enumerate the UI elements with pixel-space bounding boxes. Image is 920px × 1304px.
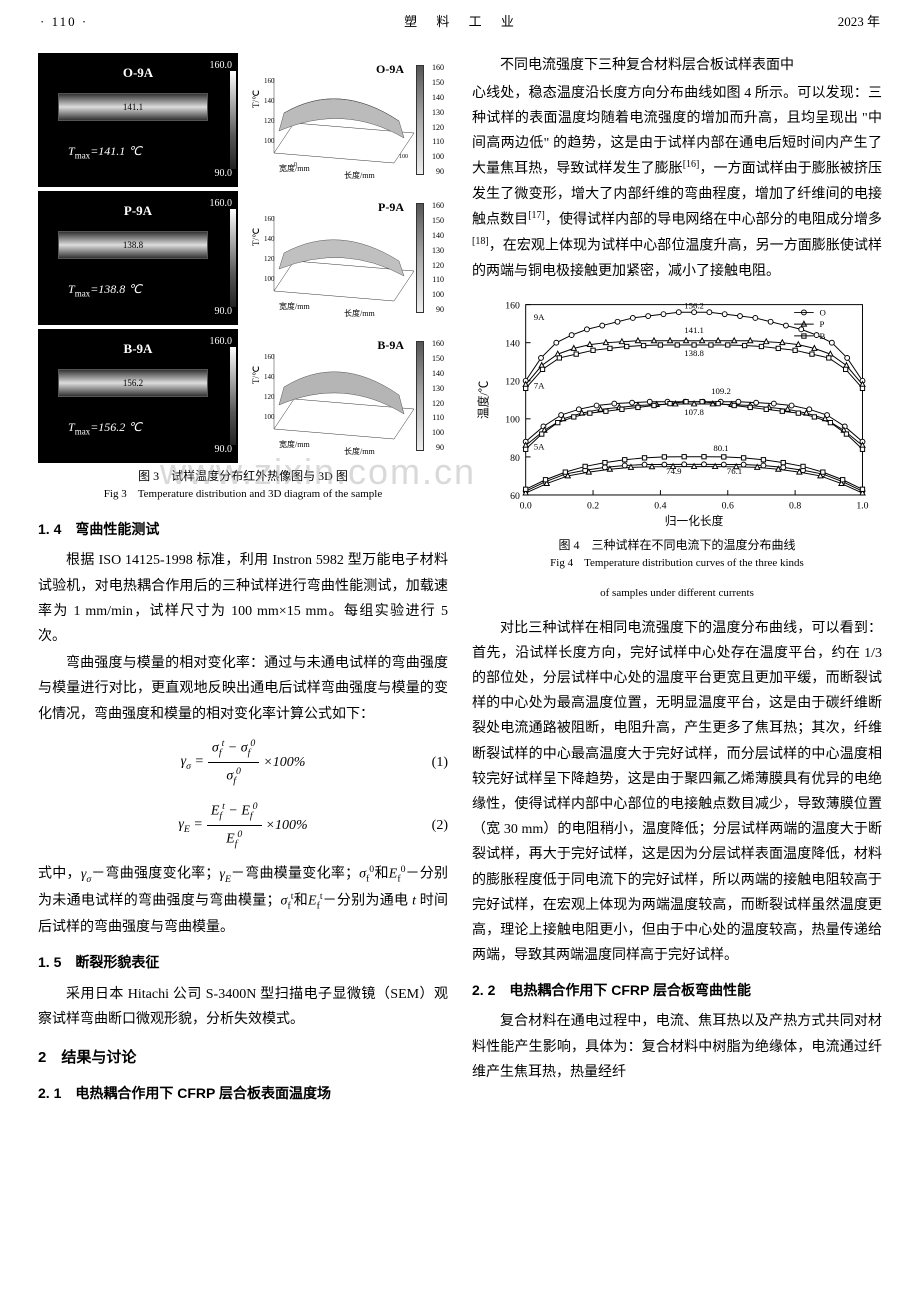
panel-label: O-9A [123, 61, 153, 84]
thermal-b9a: B-9A 160.0 156.2 Tmax=156.2 ℃ 90.0 [38, 329, 238, 463]
svg-text:100: 100 [264, 275, 275, 283]
tmax-label: Tmax=141.1 ℃ [68, 141, 142, 164]
svg-text:100: 100 [399, 154, 408, 160]
sec14-p2: 弯曲强度与模量的相对变化率：通过与未通电试样的弯曲强度与模量进行对比，更直观地反… [38, 651, 448, 727]
fig4-caption-cn: 图 4 三种试样在不同电流下的温度分布曲线 [472, 536, 882, 554]
year: 2023 年 [838, 10, 880, 33]
svg-text:0.4: 0.4 [654, 501, 666, 512]
svg-text:120: 120 [264, 117, 275, 125]
svg-text:120: 120 [264, 255, 275, 263]
svg-text:160: 160 [264, 215, 275, 223]
equation-2: γE = Eft − Ef0Ef0 ×100% (2) [38, 798, 448, 853]
svg-text:O: O [820, 307, 826, 317]
svg-text:76.1: 76.1 [727, 466, 742, 476]
colorbar [230, 71, 236, 169]
figure-3: O-9A 160.0 141.1 Tmax=141.1 ℃ 90.0 O-9A … [38, 53, 448, 505]
sec15-p1: 采用日本 Hitachi 公司 S-3400N 型扫描电子显微镜（SEM）观察试… [38, 982, 448, 1032]
sec14-p3: 式中，γσ－弯曲强度变化率；γE－弯曲模量变化率；σf0和Ef0－分别为未通电试… [38, 861, 448, 940]
surf-legend: 16015014013012011010090 [416, 61, 444, 179]
svg-text:1.0: 1.0 [856, 501, 868, 512]
svg-text:109.2: 109.2 [711, 386, 731, 396]
svg-text:80.1: 80.1 [713, 443, 728, 453]
svg-text:0.0: 0.0 [520, 501, 532, 512]
thermal-bar: 141.1 [58, 93, 208, 121]
svg-text:7A: 7A [534, 380, 545, 390]
svg-text:80: 80 [510, 453, 520, 464]
col2-p1: 心线处，稳态温度沿长度方向分布曲线如图 4 所示。可以发现：三种试样的表面温度均… [472, 81, 882, 284]
svg-text:P: P [820, 319, 825, 329]
surf-label: O-9A [376, 59, 404, 81]
thermal-o9a: O-9A 160.0 141.1 Tmax=141.1 ℃ 90.0 [38, 53, 238, 187]
svg-text:B: B [820, 331, 826, 341]
svg-text:长度/mm: 长度/mm [344, 308, 375, 318]
sec-1-5-title: 1. 5 断裂形貌表征 [38, 950, 448, 975]
svg-text:60: 60 [510, 491, 520, 502]
sec-1-4-title: 1. 4 弯曲性能测试 [38, 517, 448, 542]
surf3d-b9a: B-9A T/℃ 160140 120100 长度/mm 宽度/mm 16015… [244, 329, 444, 463]
svg-text:156.2: 156.2 [684, 300, 704, 310]
svg-text:T/℃: T/℃ [251, 366, 261, 384]
col2-p2: 对比三种试样在相同电流强度下的温度分布曲线，可以看到：首先，沿试样长度方向，完好… [472, 616, 882, 969]
eq1-num: (1) [432, 750, 448, 775]
fig4-caption-en-1: Fig 4 Temperature distribution curves of… [472, 554, 882, 574]
svg-text:120: 120 [264, 393, 275, 401]
page-header: · 110 · 塑 料 工 业 2023 年 [0, 0, 920, 43]
svg-text:归一化长度: 归一化长度 [665, 514, 724, 528]
svg-text:74.9: 74.9 [666, 466, 682, 476]
sec22-p1: 复合材料在通电过程中，电流、焦耳热以及产热方式共同对材料性能产生影响，具体为：复… [472, 1009, 882, 1085]
sec21-p1: 不同电流强度下三种复合材料层合板试样表面中 [472, 53, 882, 78]
scale-hi: 160.0 [210, 57, 233, 75]
svg-text:0: 0 [294, 162, 297, 168]
surf3d-p9a: P-9A T/℃ 160140 120100 长度/mm 宽度/mm 16015… [244, 191, 444, 325]
svg-text:160: 160 [505, 301, 520, 312]
svg-text:宽度/mm: 宽度/mm [279, 439, 310, 449]
svg-text:长度/mm: 长度/mm [344, 446, 375, 456]
surf3d-o9a: O-9A T/℃ 160140 120100 长度/mm 宽度/mm 0100 [244, 53, 444, 187]
thermal-p9a: P-9A 160.0 138.8 Tmax=138.8 ℃ 90.0 [38, 191, 238, 325]
journal-title: 塑 料 工 业 [404, 10, 522, 33]
svg-text:140: 140 [264, 97, 275, 105]
svg-text:9A: 9A [534, 312, 545, 322]
svg-text:0.6: 0.6 [722, 501, 734, 512]
fig3-caption-cn: 图 3 试样温度分布红外热像图与 3D 图 [38, 467, 448, 485]
svg-text:160: 160 [264, 353, 275, 361]
fig4-chart: 0.0 0.2 0.4 0.6 0.8 1.0 60 80 100 120 140 160 归一化长度 温… [472, 292, 882, 532]
svg-text:长度/mm: 长度/mm [344, 170, 375, 180]
svg-text:140: 140 [264, 235, 275, 243]
svg-text:温度/℃: 温度/℃ [477, 380, 491, 419]
sec-2-title: 2 结果与讨论 [38, 1044, 448, 1071]
svg-text:100: 100 [264, 413, 275, 421]
svg-text:T/℃: T/℃ [251, 228, 261, 246]
svg-text:140: 140 [505, 339, 520, 350]
svg-text:5A: 5A [534, 441, 545, 451]
svg-text:T/℃: T/℃ [251, 90, 261, 108]
svg-text:140: 140 [264, 373, 275, 381]
svg-text:138.8: 138.8 [684, 348, 704, 358]
svg-text:160: 160 [264, 77, 275, 85]
svg-text:宽度/mm: 宽度/mm [279, 301, 310, 311]
svg-text:0.2: 0.2 [587, 501, 599, 512]
scale-lo: 90.0 [215, 165, 233, 183]
svg-text:141.1: 141.1 [684, 325, 704, 335]
page-number: · 110 · [40, 10, 88, 33]
equation-1: γσ = σft − σf0σf0 ×100% (1) [38, 735, 448, 790]
sec-2-2-title: 2. 2 电热耦合作用下 CFRP 层合板弯曲性能 [472, 978, 882, 1003]
svg-text:100: 100 [505, 415, 520, 426]
eq2-num: (2) [432, 813, 448, 838]
svg-text:107.8: 107.8 [684, 407, 704, 417]
svg-text:100: 100 [264, 137, 275, 145]
svg-text:0.8: 0.8 [789, 501, 801, 512]
sec-2-1-title: 2. 1 电热耦合作用下 CFRP 层合板表面温度场 [38, 1081, 448, 1106]
svg-text:120: 120 [505, 377, 520, 388]
fig4-caption-en-2: of samples under different currents [472, 584, 882, 604]
fig3-caption-en: Fig 3 Temperature distribution and 3D di… [38, 485, 448, 505]
sec14-p1: 根据 ISO 14125-1998 标准，利用 Instron 5982 型万能… [38, 548, 448, 649]
figure-4: 0.0 0.2 0.4 0.6 0.8 1.0 60 80 100 120 140 160 归一化长度 温… [472, 292, 882, 604]
